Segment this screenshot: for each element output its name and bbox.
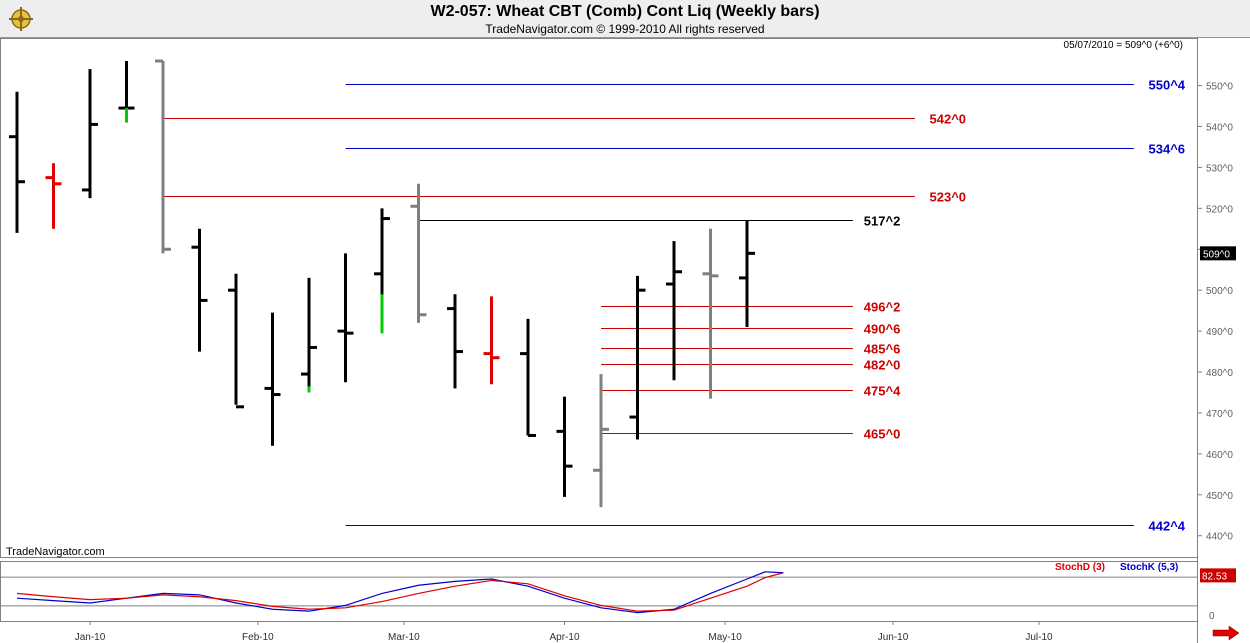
scroll-right-arrow-icon[interactable] xyxy=(1212,626,1240,640)
y-tick-label: 520^0 xyxy=(1206,204,1233,215)
chart-header: W2-057: Wheat CBT (Comb) Cont Liq (Weekl… xyxy=(0,0,1250,38)
chart-title: W2-057: Wheat CBT (Comb) Cont Liq (Weekl… xyxy=(430,3,820,20)
stoch-value-tag xyxy=(1200,568,1236,583)
x-tick-label: May-10 xyxy=(708,632,742,643)
stochK-legend: StochK (5,3) xyxy=(1120,562,1178,573)
level-label: 534^6 xyxy=(1149,142,1186,157)
y-tick-label: 500^0 xyxy=(1206,286,1233,297)
watermark: TradeNavigator.com xyxy=(6,546,105,558)
y-tick-label: 490^0 xyxy=(1206,327,1233,338)
navigator-logo-icon xyxy=(9,7,33,31)
level-label: 485^6 xyxy=(864,342,901,357)
x-tick-label: Jun-10 xyxy=(878,632,909,643)
level-label: 550^4 xyxy=(1149,78,1186,93)
level-label: 482^0 xyxy=(864,358,901,373)
stochD-line xyxy=(16,572,784,612)
level-label: 475^4 xyxy=(864,384,901,399)
level-label: 490^6 xyxy=(864,322,901,337)
last-price-label: 509^0 xyxy=(1203,249,1230,260)
level-label: 496^2 xyxy=(864,300,901,315)
y-tick-label: 540^0 xyxy=(1206,122,1233,133)
price-panel xyxy=(0,38,1198,558)
stoch-value-label: 82.53 xyxy=(1202,571,1227,582)
x-tick-label: Jul-10 xyxy=(1025,632,1053,643)
level-label: 517^2 xyxy=(864,214,901,229)
last-bar-info: 05/07/2010 = 509^0 (+6^0) xyxy=(1064,40,1183,51)
x-tick-label: Mar-10 xyxy=(388,632,420,643)
stoch-tick-label: 0 xyxy=(1209,611,1215,622)
y-tick-label: 460^0 xyxy=(1206,450,1233,461)
y-tick-label: 530^0 xyxy=(1206,163,1233,174)
stochastic-panel xyxy=(0,561,1198,622)
stochK-line xyxy=(16,571,784,614)
x-tick-label: Jan-10 xyxy=(75,632,106,643)
level-label: 542^0 xyxy=(930,112,967,127)
level-label: 465^0 xyxy=(864,427,901,442)
level-label: 523^0 xyxy=(930,190,967,205)
last-price-tag xyxy=(1200,246,1236,261)
y-tick-label: 480^0 xyxy=(1206,368,1233,379)
x-tick-label: Feb-10 xyxy=(242,632,274,643)
x-tick-label: Apr-10 xyxy=(549,632,579,643)
stochD-legend: StochD (3) xyxy=(1055,562,1105,573)
y-tick-label: 440^0 xyxy=(1206,532,1233,543)
copyright-subtitle: TradeNavigator.com © 1999-2010 All right… xyxy=(485,22,765,36)
y-tick-label: 450^0 xyxy=(1206,491,1233,502)
price-chart[interactable]: 440^0450^0460^0470^0480^0490^0500^0510^0… xyxy=(0,37,1250,643)
y-tick-label: 550^0 xyxy=(1206,82,1233,93)
level-label: 442^4 xyxy=(1149,519,1186,534)
y-tick-label: 470^0 xyxy=(1206,409,1233,420)
